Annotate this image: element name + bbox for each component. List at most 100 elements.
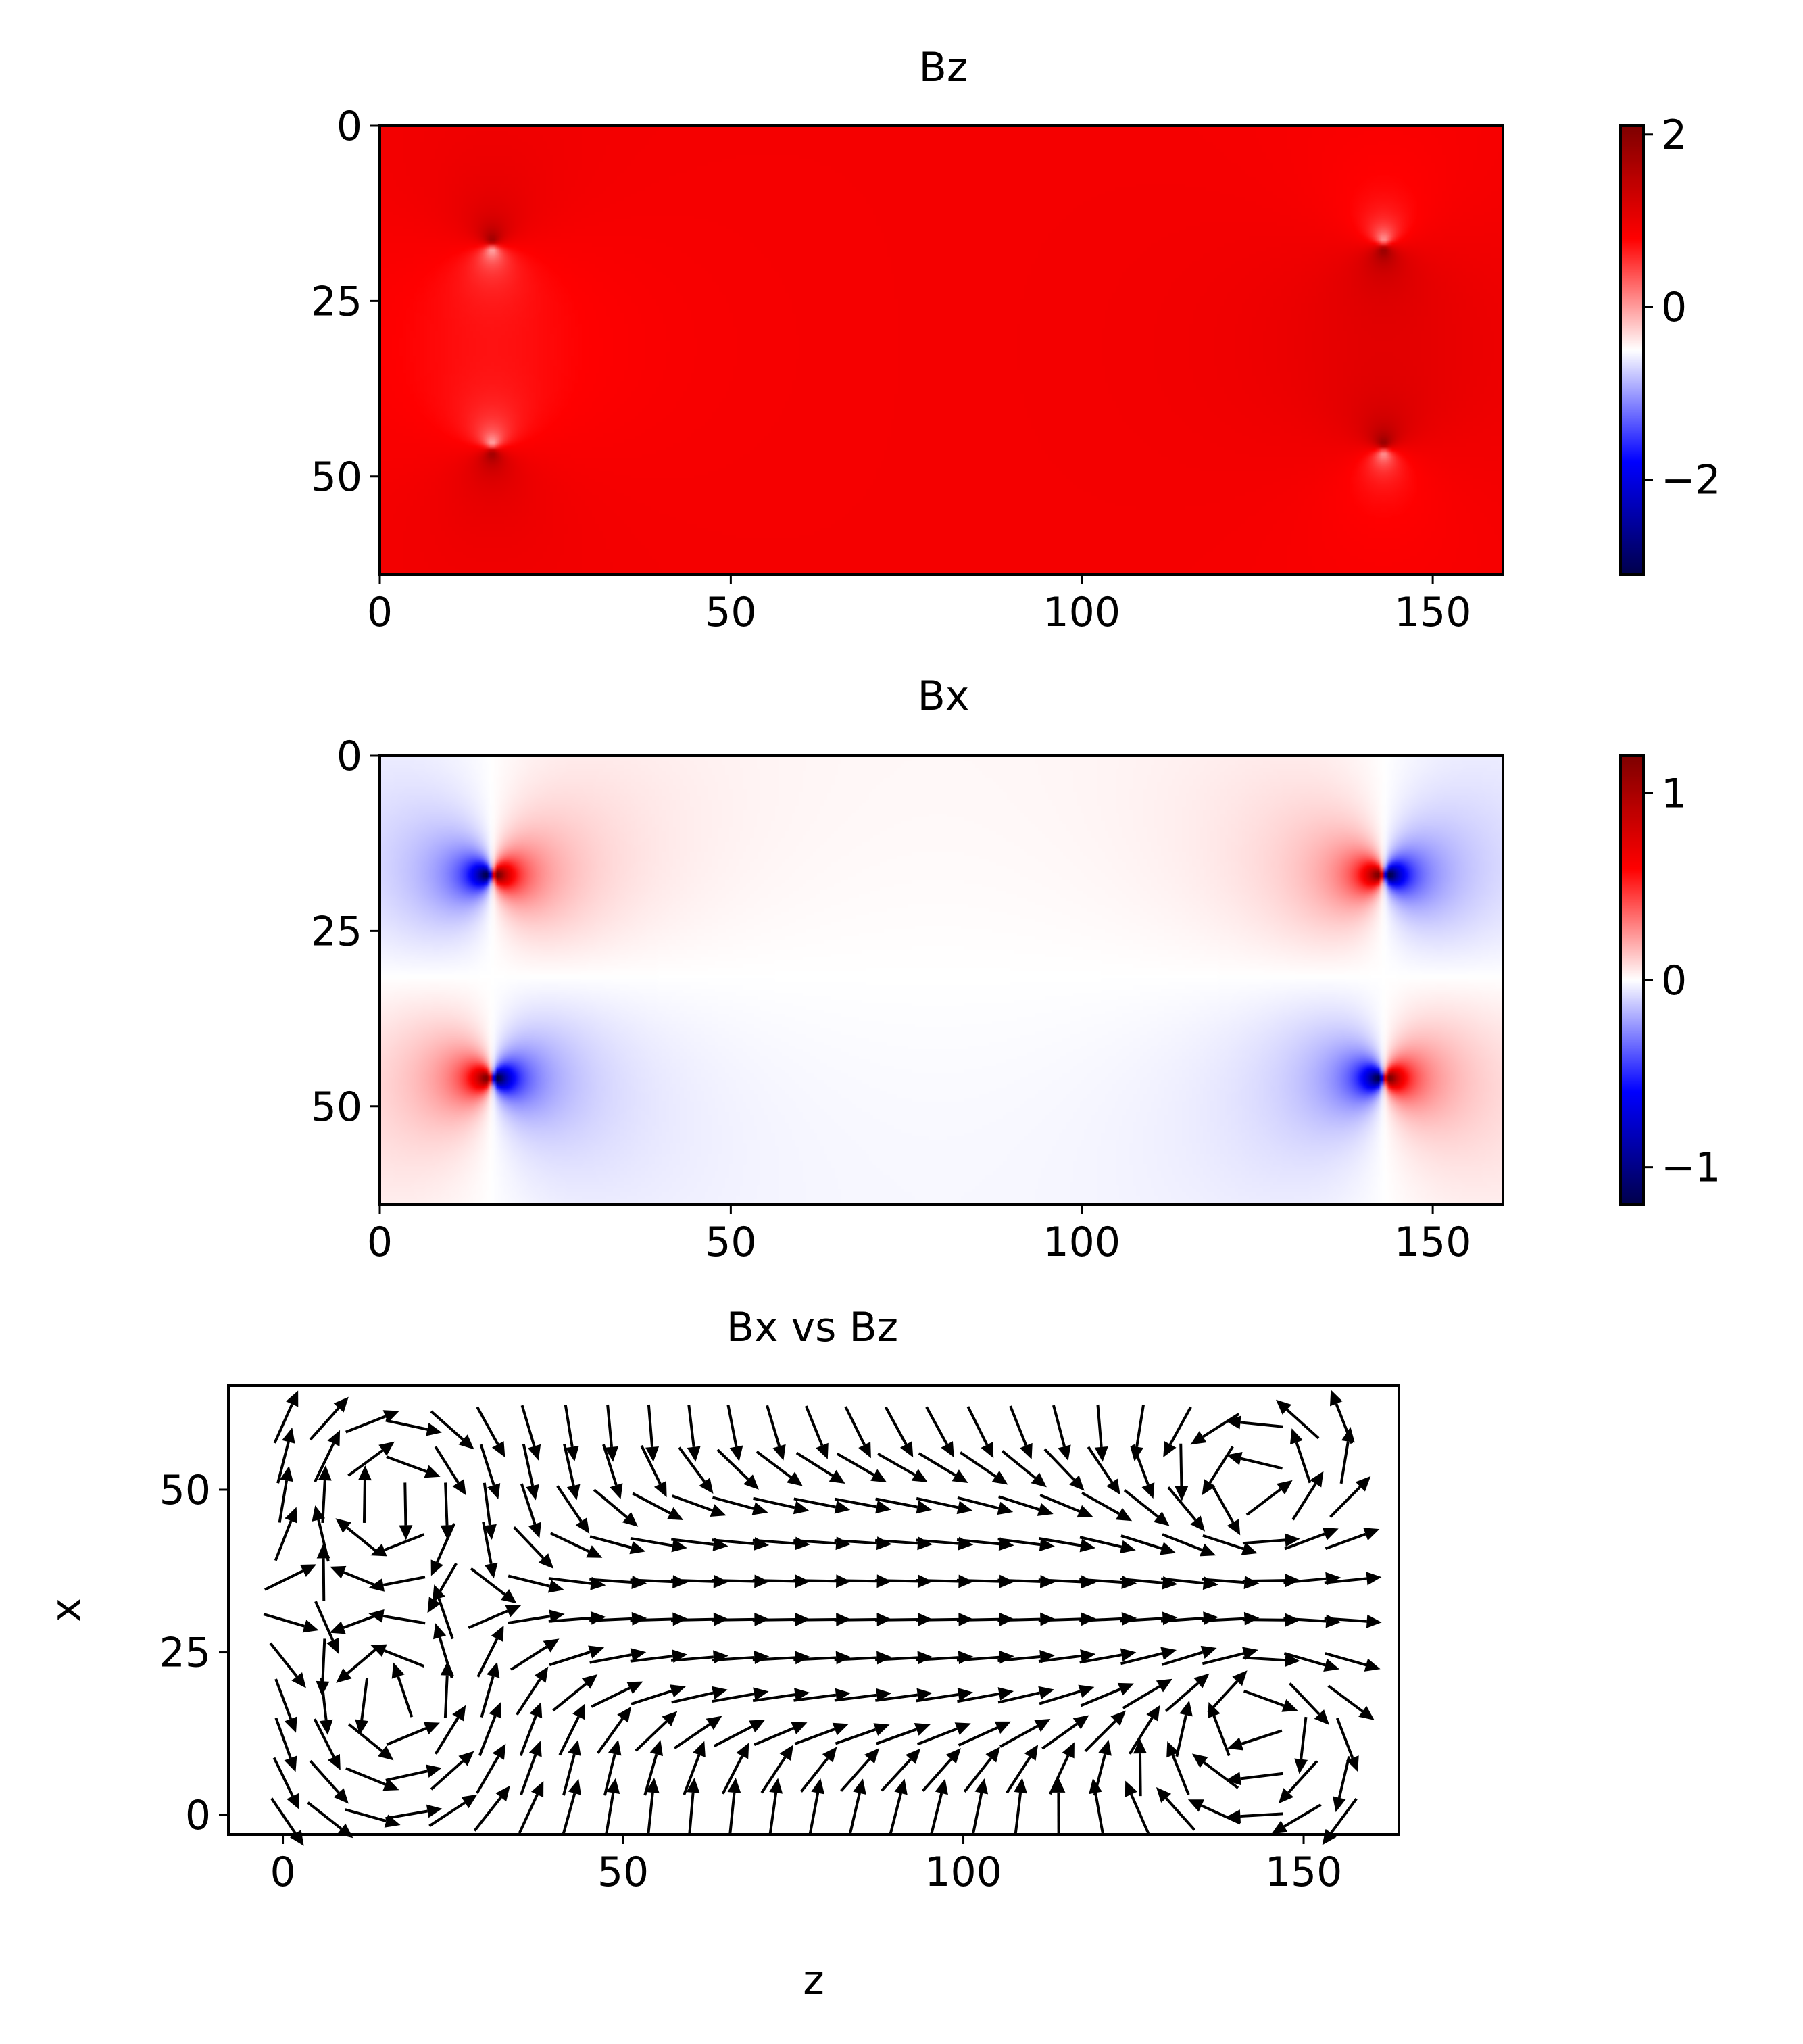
quiver-arrow-shaft	[384, 1533, 425, 1551]
quiver-arrow-shaft	[1175, 1714, 1187, 1757]
quiver-arrow-head	[1106, 1478, 1120, 1495]
quiver-arrow-head	[622, 1511, 639, 1527]
quiver-arrow-shaft	[752, 1656, 795, 1661]
quiver-arrow-head	[543, 1638, 560, 1653]
quiver-x-axis-label: z	[803, 1957, 824, 2004]
quiver-arrow-shaft	[386, 1455, 427, 1473]
quiver-arrow-shaft	[916, 1579, 959, 1583]
quiver-arrow-shaft	[591, 1686, 631, 1708]
x-tick-label: 100	[1043, 1219, 1120, 1266]
quiver-arrow-shaft	[513, 1526, 545, 1559]
quiver-arrow-shaft	[848, 1793, 861, 1835]
quiver-arrow-shaft	[1339, 1441, 1350, 1484]
quiver-arrow-shaft	[444, 1482, 449, 1526]
quiver-arrow-shaft	[1325, 1532, 1366, 1551]
quiver-arrow-head	[1232, 1670, 1248, 1686]
quiver-arrow-head	[1322, 1828, 1337, 1845]
quiver-arrow-head	[505, 1605, 522, 1617]
quiver-arrow-shaft	[1094, 1793, 1105, 1835]
quiver-arrow-head	[693, 1741, 706, 1757]
y-tick-label: 25	[311, 908, 362, 955]
quiver-arrow-shaft	[564, 1405, 574, 1447]
quiver-arrow-shaft	[834, 1538, 877, 1545]
x-tick-label: 150	[1265, 1849, 1343, 1896]
quiver-arrow-shaft	[670, 1538, 714, 1546]
quiver-arrow-shaft	[1130, 1793, 1150, 1834]
quiver-arrow-shaft	[1080, 1688, 1121, 1707]
quiver-arrow-shaft	[1093, 1753, 1107, 1796]
quiver-arrow-shaft	[875, 1497, 918, 1509]
quiver-arrow-shaft	[1165, 1797, 1196, 1831]
quiver-arrow-shaft	[881, 1758, 912, 1792]
quiver-arrow-head	[711, 1686, 728, 1700]
quiver-arrow-shaft	[834, 1693, 877, 1702]
quiver-arrow-head	[945, 1748, 961, 1764]
quiver-arrow-shaft	[1324, 1617, 1367, 1623]
quiver-arrow-head	[1120, 1648, 1137, 1662]
quiver-arrow-shaft	[687, 1404, 695, 1447]
quiver-arrow-head	[1281, 1699, 1298, 1712]
quiver-arrow-shaft	[552, 1682, 587, 1712]
quiver-arrow-shaft	[1335, 1718, 1354, 1759]
quiver-arrow-shaft	[930, 1793, 943, 1835]
quiver-arrow-shaft	[549, 1532, 590, 1553]
quiver-arrow-shaft	[793, 1693, 837, 1702]
quiver-arrow-shaft	[1049, 1755, 1070, 1795]
quiver-arrow-shaft	[1120, 1578, 1163, 1584]
quiver-arrow-shaft	[1079, 1617, 1122, 1622]
quiver-arrow-shaft	[274, 1718, 292, 1759]
quiver-arrow-head	[1276, 1399, 1292, 1415]
quiver-y-ticks: 0 25 50	[159, 1467, 228, 1839]
quiver-arrow-shaft	[804, 1405, 824, 1446]
quiver-arrow-head	[549, 1609, 565, 1624]
quiver-arrow-head	[751, 1502, 768, 1515]
quiver-arrow-head	[669, 1684, 686, 1698]
quiver-arrow-shaft	[520, 1754, 537, 1796]
quiver-arrow-head	[1156, 1678, 1172, 1693]
quiver-arrow-shaft	[1122, 1685, 1160, 1709]
x-tick-label: 100	[924, 1849, 1002, 1896]
quiver-arrow-head	[328, 1753, 341, 1770]
quiver-arrow-head	[1225, 1809, 1241, 1824]
quiver-arrow-shaft	[635, 1720, 668, 1752]
quiver-arrow-shaft	[278, 1480, 289, 1523]
quiver-arrow-shaft	[918, 1452, 956, 1477]
quiver-arrow-head	[864, 1748, 880, 1764]
quiver-arrow-shaft	[997, 1578, 1041, 1583]
quiver-arrow-shaft	[671, 1691, 714, 1704]
bx-axes-frame	[378, 754, 1504, 1206]
quiver-arrow-shaft	[1207, 1680, 1239, 1714]
quiver-arrow-head	[1034, 1718, 1051, 1732]
quiver-arrow-head	[355, 1719, 369, 1735]
quiver-arrow-shaft	[808, 1793, 820, 1835]
quiver-arrow-shaft	[1283, 1577, 1327, 1584]
quiver-arrow-head	[492, 1743, 506, 1760]
quiver-arrow-shaft	[1120, 1617, 1163, 1623]
quiver-arrow-head	[285, 1507, 297, 1524]
quiver-arrow-head	[572, 1703, 585, 1720]
quiver-arrow-head	[461, 1794, 478, 1809]
quiver-arrow-shaft	[1041, 1722, 1078, 1750]
quiver-arrow-shaft	[345, 1415, 387, 1434]
quiver-arrow-shaft	[630, 1578, 673, 1584]
quiver-arrow-head	[458, 1434, 474, 1450]
quiver-arrow-head	[686, 1778, 700, 1793]
quiver-arrow-shaft	[1162, 1533, 1203, 1551]
quiver-arrow-head	[994, 1721, 1012, 1734]
quiver-arrow-shaft	[589, 1535, 632, 1549]
quiver-arrow-head	[699, 1478, 714, 1494]
quiver-arrow-head	[1117, 1682, 1134, 1696]
quiver-arrow-shaft	[520, 1405, 536, 1447]
quiver-title: Bx vs Bz	[726, 1304, 898, 1351]
quiver-arrow-head	[835, 1651, 851, 1665]
quiver-arrow-head	[1225, 1772, 1241, 1786]
quiver-arrow-shaft	[1243, 1689, 1285, 1707]
quiver-arrow-shaft	[563, 1444, 575, 1486]
quiver-arrow-head	[916, 1500, 933, 1514]
quiver-arrow-head	[1141, 1482, 1155, 1499]
quiver-arrow-shaft	[1161, 1651, 1204, 1666]
x-tick-label: 150	[1394, 1219, 1472, 1266]
quiver-arrow-head	[318, 1465, 332, 1481]
quiver-arrow-shaft	[1096, 1404, 1103, 1448]
quiver-arrow-shaft	[468, 1609, 508, 1630]
